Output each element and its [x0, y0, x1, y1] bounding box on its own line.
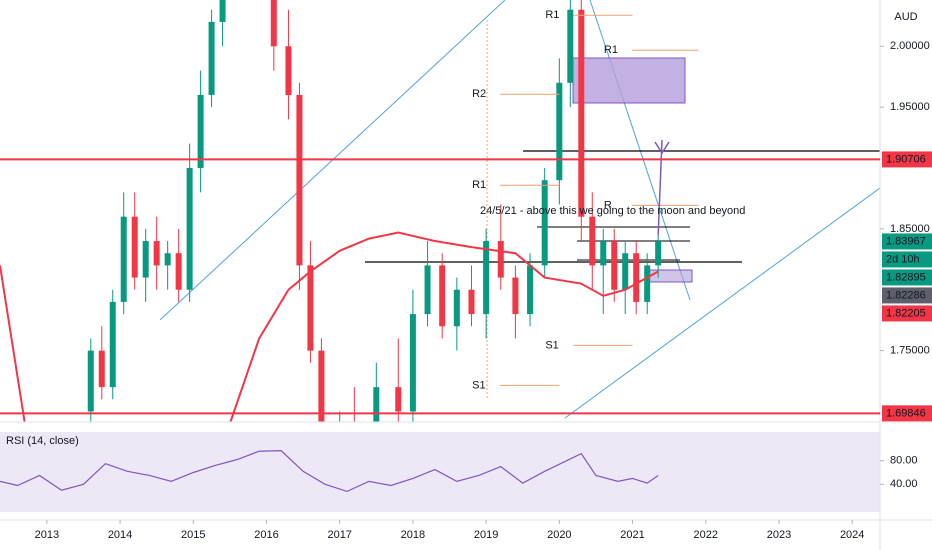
- candle-body: [409, 314, 416, 412]
- arrow: [657, 139, 663, 235]
- x-tick-label: 2022: [694, 529, 718, 541]
- candle-body: [512, 277, 519, 315]
- candle-body: [655, 241, 662, 266]
- price-tag-label: 2d 10h: [886, 253, 920, 265]
- price-tag-label: 1.82895: [886, 271, 926, 283]
- currency-label: AUD: [894, 11, 917, 23]
- x-tick-label: 2018: [401, 529, 425, 541]
- x-tick-label: 2016: [254, 529, 278, 541]
- moving-average: [0, 231, 659, 422]
- candle-body: [483, 241, 490, 315]
- candle-body: [131, 216, 138, 278]
- candle-body: [439, 265, 446, 327]
- candle-body: [208, 21, 215, 95]
- candle-body: [98, 350, 105, 388]
- x-tick-label: 2021: [620, 529, 644, 541]
- pivot-label: R: [604, 199, 612, 211]
- trend-line: [589, 0, 691, 301]
- candle-body: [153, 241, 160, 266]
- pivot-label: S1: [472, 379, 485, 391]
- price-tag: [882, 233, 932, 250]
- price-tag-label: 1.69846: [886, 407, 926, 419]
- candle-body: [197, 94, 204, 168]
- price-pane: R1 R1 R2 R1 R S1 S1: [0, 0, 880, 422]
- candle-body: [270, 0, 277, 47]
- candle-body: [578, 9, 585, 217]
- candle-body: [175, 253, 182, 290]
- candle-body: [307, 265, 314, 351]
- candle-body: [497, 241, 504, 278]
- price-tag-label: 1.83967: [886, 235, 926, 247]
- candle-body: [296, 94, 303, 266]
- pivot-label: R2: [472, 88, 486, 100]
- y-tick-label: 1.85000: [890, 223, 930, 235]
- x-tick-label: 2023: [767, 529, 791, 541]
- price-tag: [882, 251, 932, 268]
- zone-box: [572, 57, 686, 104]
- price-tag-label: 1.82205: [886, 307, 926, 319]
- candle-body: [395, 387, 402, 412]
- pivot-label: S1: [545, 339, 558, 351]
- candle-body: [644, 265, 651, 302]
- rsi-line: [0, 450, 659, 493]
- candle-body: [318, 350, 325, 422]
- candle-body: [611, 241, 618, 290]
- candle-body: [567, 9, 574, 83]
- x-tick-label: 2017: [327, 529, 351, 541]
- rsi-tick-label: 40.00: [890, 478, 918, 490]
- pivot-label: R1: [472, 179, 486, 191]
- x-tick-label: 2014: [108, 529, 132, 541]
- candle-body: [424, 265, 431, 315]
- price-tag: [882, 287, 932, 304]
- x-tick-label: 2020: [547, 529, 571, 541]
- candle-body: [633, 253, 640, 302]
- rsi-title: RSI (14, close): [6, 435, 79, 447]
- x-tick-label: 2015: [181, 529, 205, 541]
- price-tag: [882, 269, 932, 286]
- candle-body: [120, 216, 127, 302]
- candle-body: [468, 289, 475, 315]
- pivot-label: R1: [604, 44, 618, 56]
- x-tick-label: 2024: [840, 529, 864, 541]
- price-tag-label: 1.90706: [886, 153, 926, 165]
- candle-body: [285, 46, 292, 95]
- candle-body: [453, 289, 460, 327]
- candle-body: [556, 82, 563, 181]
- y-tick-label: 1.95000: [890, 101, 930, 113]
- candle-body: [600, 241, 607, 266]
- price-tag-label: 1.82286: [886, 289, 926, 301]
- annotation: 24/5/21 - above this we going to the moo…: [480, 205, 745, 217]
- candle-body: [541, 180, 548, 266]
- candle-body: [219, 0, 226, 22]
- trend-line: [564, 187, 880, 419]
- candle-body: [589, 216, 596, 266]
- candle-body: [164, 253, 171, 266]
- arrow-head: [654, 141, 670, 155]
- candle-body: [109, 301, 116, 388]
- candle-body: [373, 387, 380, 422]
- pivot-label: R1: [545, 9, 559, 21]
- price-tag: [882, 405, 932, 422]
- y-tick-label: 1.75000: [890, 345, 930, 357]
- candle-body: [527, 265, 534, 315]
- candle-body: [186, 168, 193, 290]
- candle-body: [87, 350, 94, 412]
- x-tick-label: 2013: [35, 529, 59, 541]
- price-tag: [882, 305, 932, 322]
- candle-body: [142, 241, 149, 278]
- x-tick-label: 2019: [474, 529, 498, 541]
- candle-body: [622, 253, 629, 290]
- price-tag: [882, 151, 932, 168]
- y-tick-label: 2.00000: [890, 40, 930, 52]
- rsi-tick-label: 80.00: [890, 455, 918, 467]
